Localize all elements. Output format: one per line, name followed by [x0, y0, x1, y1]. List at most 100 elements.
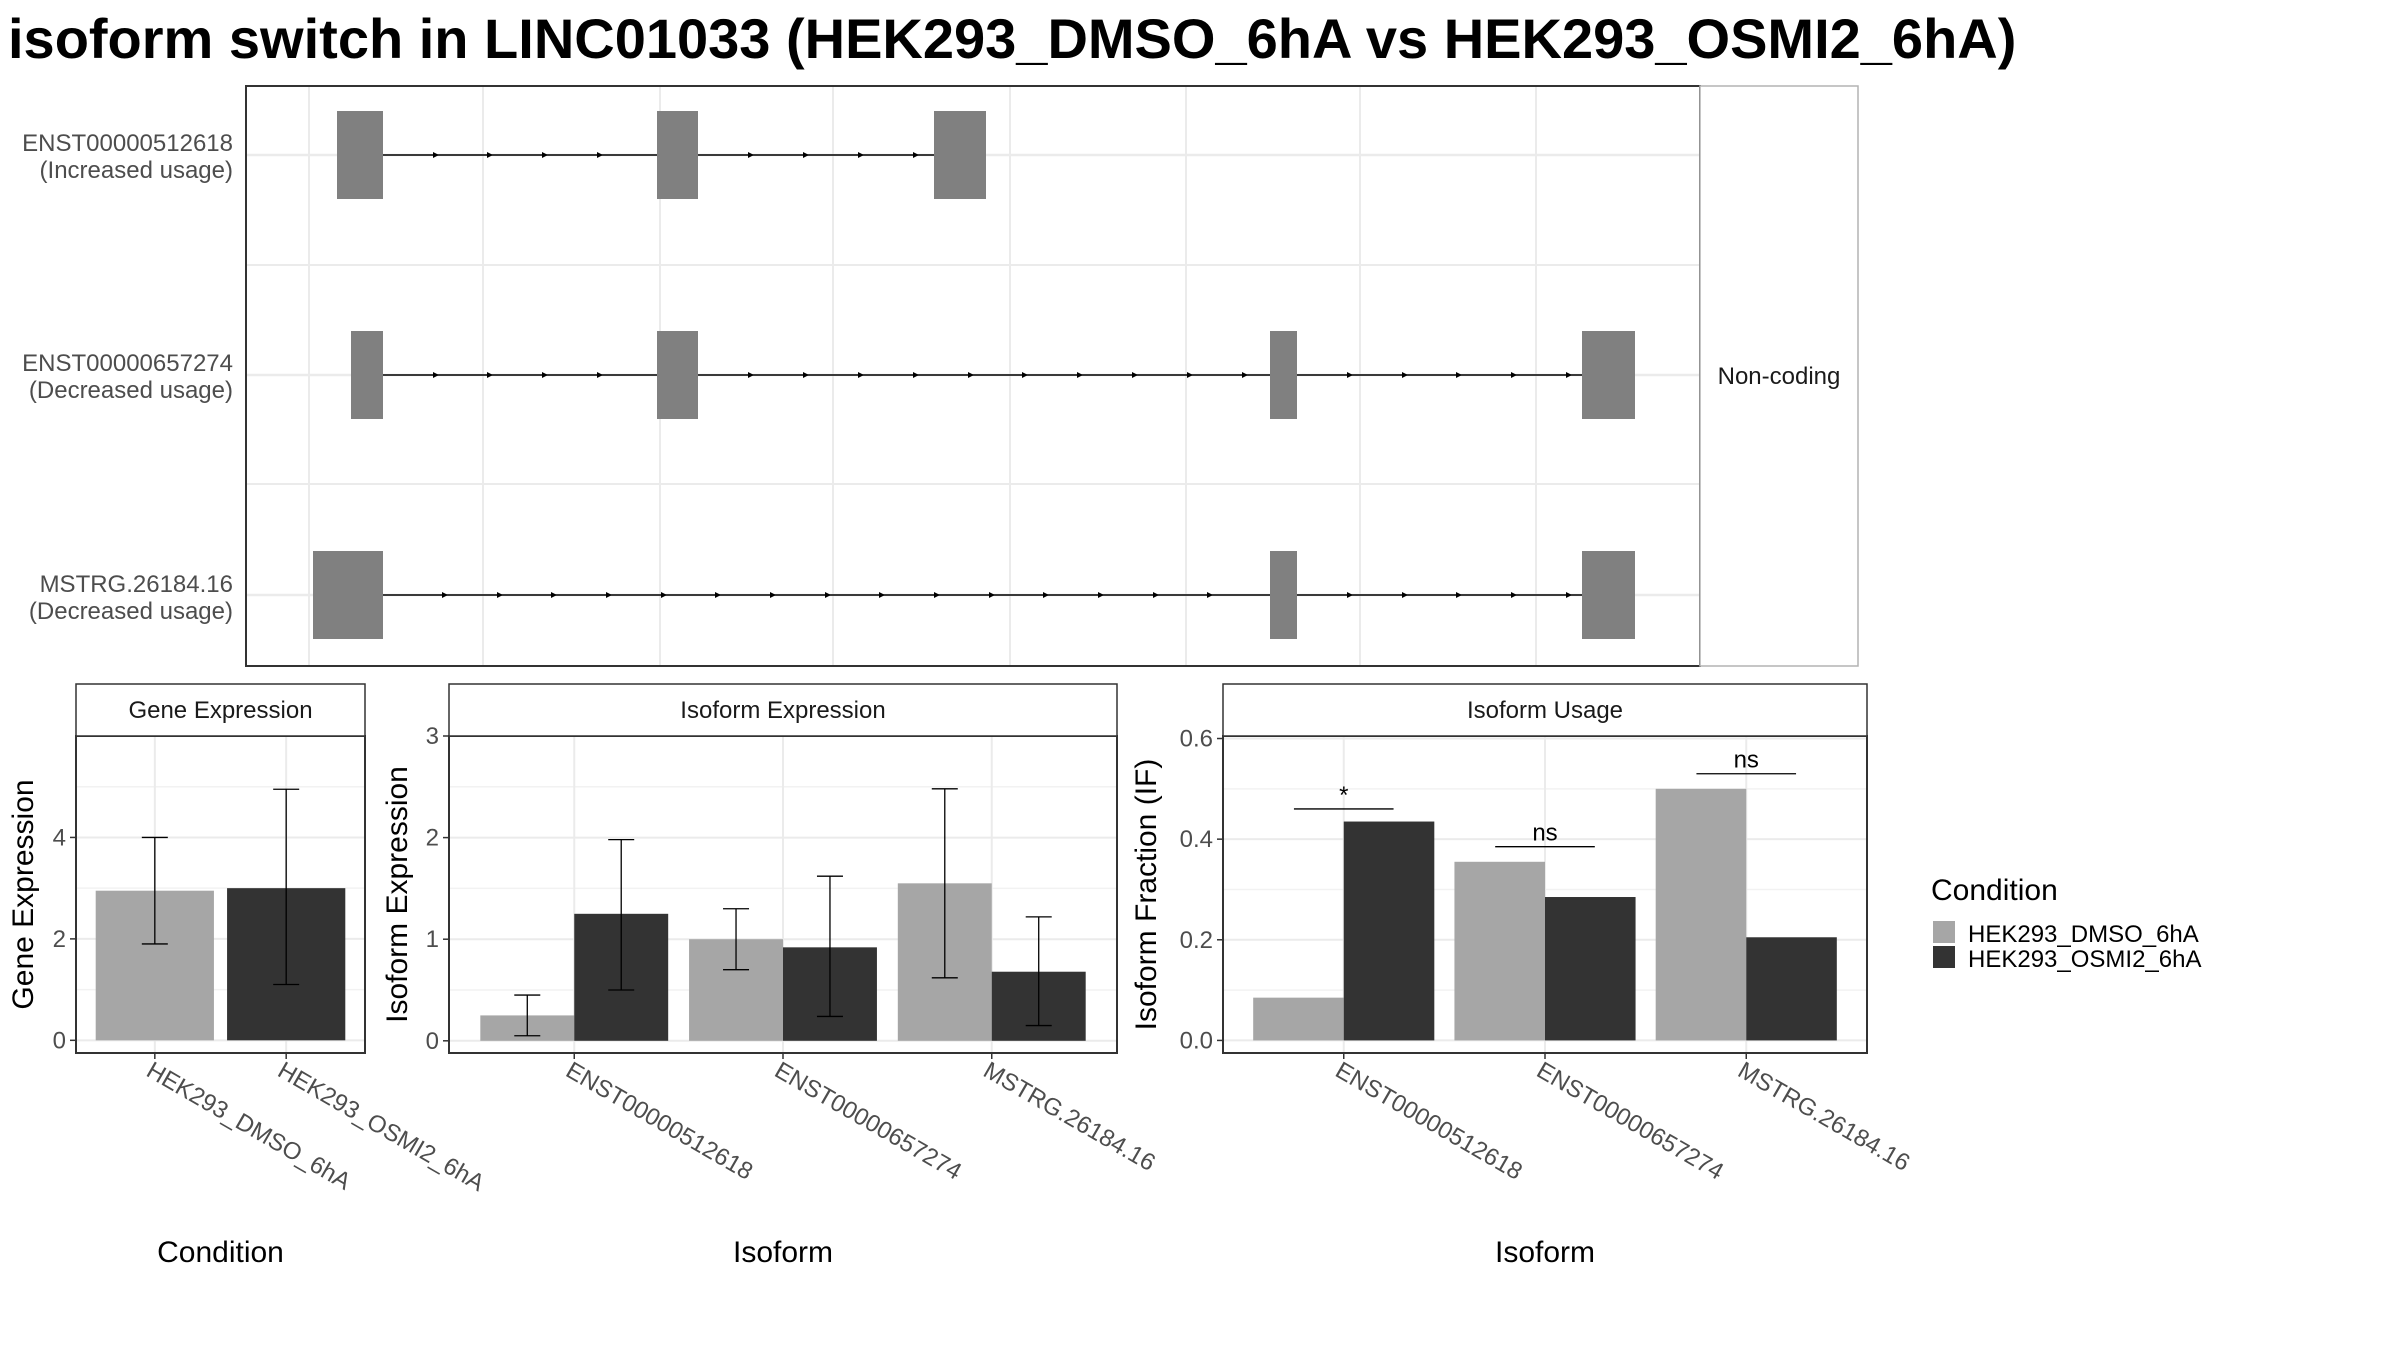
strand-arrow	[913, 372, 919, 378]
strand-arrow	[1402, 592, 1408, 598]
strand-arrow	[1511, 372, 1517, 378]
x-tick-label: HEK293_OSMI2_6hA	[273, 1057, 489, 1197]
x-tick-label: MSTRG.26184.16	[979, 1057, 1160, 1177]
strand-arrow	[487, 152, 493, 158]
strand-arrow	[606, 592, 612, 598]
x-tick-label: MSTRG.26184.16	[1733, 1057, 1914, 1177]
strand-arrow	[1511, 592, 1517, 598]
strand-arrow	[1566, 372, 1572, 378]
exon-block	[1270, 331, 1297, 419]
x-tick-label: ENST00000657274	[1532, 1057, 1728, 1186]
strand-arrow	[661, 592, 667, 598]
panel-title: Isoform Usage	[1467, 697, 1623, 724]
transcript-structure-panel: Non-coding ENST00000512618 (Increased us…	[22, 85, 1859, 667]
exon-block	[1582, 331, 1635, 419]
y-tick-label: 3	[426, 723, 439, 750]
transcript-labels: ENST00000512618 (Increased usage) ENST00…	[22, 130, 233, 625]
significance-label: ns	[1532, 820, 1557, 847]
strand-arrow	[1022, 372, 1028, 378]
strand-arrow	[1566, 592, 1572, 598]
strand-arrow	[1456, 372, 1462, 378]
transcript-3-usage: (Decreased usage)	[29, 598, 233, 625]
strand-arrow	[487, 372, 493, 378]
x-tick-label: ENST00000512618	[561, 1057, 757, 1186]
exon-block	[1582, 551, 1635, 639]
y-tick-label: 0.4	[1180, 826, 1213, 853]
significance-label: *	[1339, 782, 1348, 809]
strand-arrow	[442, 592, 448, 598]
x-axis-title: Isoform	[1495, 1236, 1595, 1269]
strand-arrow	[551, 592, 557, 598]
strand-arrow	[858, 152, 864, 158]
y-tick-label: 4	[53, 824, 66, 851]
strand-arrow	[1077, 372, 1083, 378]
legend-swatch-dmso	[1933, 921, 1955, 943]
legend-label-dmso: HEK293_DMSO_6hA	[1968, 921, 2199, 948]
bar	[1343, 821, 1435, 1041]
bar	[1454, 861, 1545, 1041]
strand-arrow	[1098, 592, 1104, 598]
strand-arrow	[1043, 592, 1049, 598]
y-tick-label: 0	[426, 1028, 439, 1055]
strand-arrow	[803, 152, 809, 158]
exon-block	[337, 111, 383, 199]
exon-block	[657, 331, 698, 419]
strand-arrow	[748, 152, 754, 158]
strand-arrow	[1402, 372, 1408, 378]
figure-title: isoform switch in LINC01033 (HEK293_DMSO…	[8, 7, 2016, 70]
panel-title: Gene Expression	[128, 697, 312, 724]
panel-strip	[75, 683, 366, 737]
transcript-1-id: ENST00000512618	[22, 130, 233, 157]
transcript-2-usage: (Decreased usage)	[29, 377, 233, 404]
strand-arrow	[1242, 372, 1248, 378]
legend-title: Condition	[1931, 874, 2058, 907]
strand-arrow	[715, 592, 721, 598]
transcript-strip-background	[1699, 85, 1859, 667]
exon-block	[351, 331, 383, 419]
x-tick-label: ENST00000657274	[770, 1057, 966, 1186]
strand-arrow	[433, 372, 439, 378]
strand-arrow	[1347, 592, 1353, 598]
panel-title: Isoform Expression	[680, 697, 885, 724]
condition-legend: Condition HEK293_DMSO_6hA HEK293_OSMI2_6…	[1931, 874, 2201, 973]
strand-arrow	[1456, 592, 1462, 598]
strand-arrow	[542, 152, 548, 158]
strand-arrow	[1153, 592, 1159, 598]
transcript-1-usage: (Increased usage)	[40, 157, 233, 184]
y-tick-label: 0	[53, 1027, 66, 1054]
exon-block	[934, 111, 986, 199]
strand-arrow	[968, 372, 974, 378]
exon-block	[313, 551, 383, 639]
y-tick-label: 0.2	[1180, 927, 1213, 954]
y-axis-title: Isoform Expression	[381, 766, 414, 1023]
exon-block	[657, 111, 698, 199]
transcript-2-id: ENST00000657274	[22, 350, 233, 377]
transcript-strip-label: Non-coding	[1718, 363, 1841, 390]
bar	[1746, 937, 1837, 1041]
legend-label-osmi2: HEK293_OSMI2_6hA	[1968, 946, 2201, 973]
strand-arrow	[1132, 372, 1138, 378]
strand-arrow	[803, 372, 809, 378]
y-axis-title: Isoform Fraction (IF)	[1130, 759, 1163, 1031]
panel-strip	[1222, 683, 1868, 737]
y-tick-label: 0.6	[1180, 726, 1213, 753]
strand-arrow	[825, 592, 831, 598]
bar	[1253, 997, 1344, 1041]
y-axis-title: Gene Expression	[7, 779, 40, 1009]
strand-arrow	[989, 592, 995, 598]
strand-arrow	[748, 372, 754, 378]
x-tick-label: ENST00000512618	[1331, 1057, 1527, 1186]
bar	[1545, 897, 1636, 1041]
strand-arrow	[1347, 372, 1353, 378]
y-tick-label: 0.0	[1180, 1027, 1213, 1054]
x-axis-title: Condition	[157, 1236, 284, 1269]
strand-arrow	[542, 372, 548, 378]
strand-arrow	[497, 592, 503, 598]
strand-arrow	[1207, 592, 1213, 598]
transcript-3-id: MSTRG.26184.16	[40, 571, 233, 598]
x-axis-title: Isoform	[733, 1236, 833, 1269]
isoform-expression-panel: 0 1 2 3 ENST00000512618 ENST00000657274 MSTRG.…	[381, 683, 1160, 1269]
y-tick-label: 1	[426, 926, 439, 953]
